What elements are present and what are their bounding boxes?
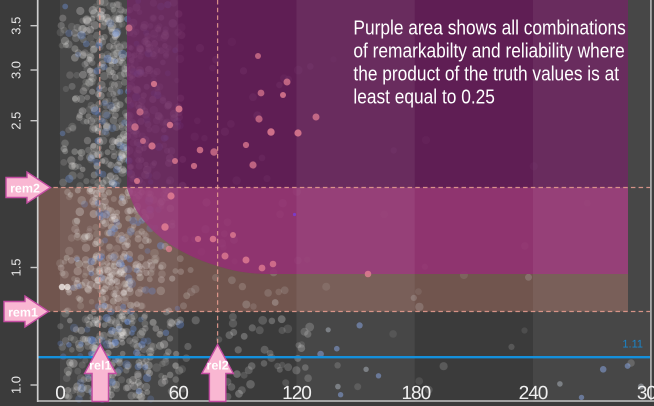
svg-text:0: 0 (55, 383, 65, 404)
svg-text:1.11: 1.11 (622, 338, 643, 350)
svg-text:rel1: rel1 (89, 358, 111, 372)
svg-text:240: 240 (519, 383, 548, 404)
svg-text:rem1: rem1 (8, 305, 38, 319)
svg-text:the product of the truth value: the product of the truth values is at (353, 63, 619, 86)
svg-text:of remarkabilty and reliabilit: of remarkabilty and reliability where (353, 40, 624, 63)
svg-text:300: 300 (637, 383, 654, 404)
svg-text:180: 180 (401, 383, 430, 404)
svg-text:1.0: 1.0 (8, 376, 23, 394)
svg-text:120: 120 (282, 383, 311, 404)
svg-text:rel2: rel2 (206, 358, 228, 372)
svg-text:Purple area shows all combinat: Purple area shows all combinations (353, 17, 625, 40)
svg-text:least equal to 0.25: least equal to 0.25 (353, 86, 495, 109)
svg-text:60: 60 (169, 383, 189, 404)
svg-text:3.0: 3.0 (8, 61, 23, 79)
svg-text:1.5: 1.5 (8, 258, 23, 276)
svg-text:3.5: 3.5 (8, 17, 23, 35)
svg-text:2.5: 2.5 (8, 112, 23, 130)
svg-text:rem2: rem2 (10, 181, 40, 195)
